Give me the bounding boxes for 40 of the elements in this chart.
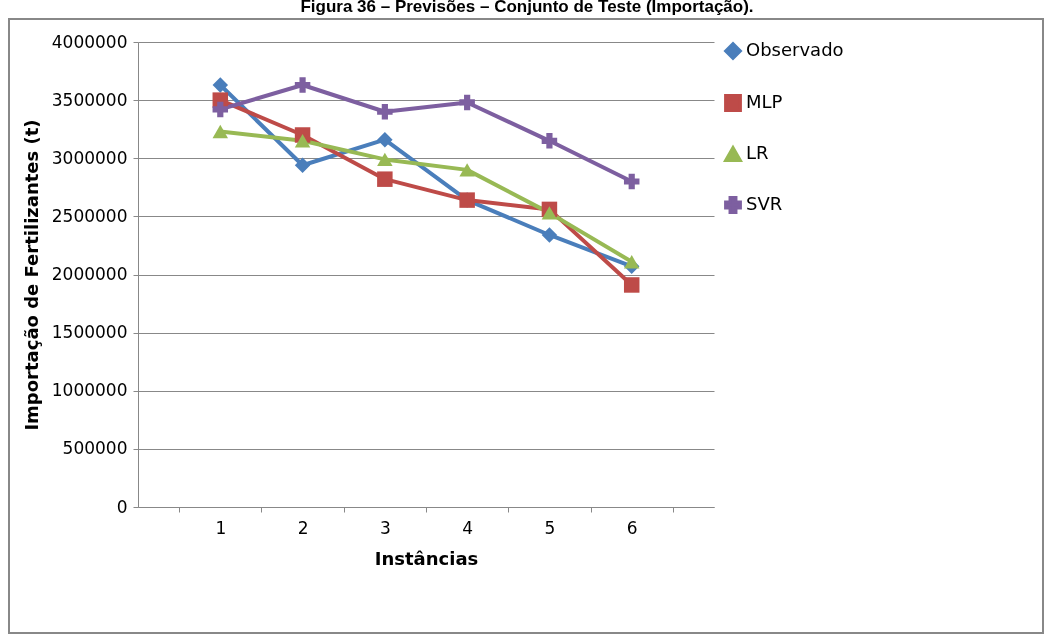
legend-label: MLP — [746, 91, 783, 112]
y-tick-label: 1500000 — [51, 322, 128, 343]
point — [459, 163, 475, 177]
y-tick-label: 3000000 — [51, 147, 128, 168]
point — [212, 77, 229, 93]
chart-title: Figura 36 – Previsões – Conjunto de Teste (Importação). — [299, 0, 755, 18]
point — [623, 277, 640, 293]
legend-label: LR — [746, 142, 769, 163]
y-tick-label: 0 — [116, 496, 128, 517]
y-tick-label: 500000 — [62, 438, 128, 459]
y-tick-label: 1000000 — [51, 380, 128, 401]
y-tick-label: 2000000 — [51, 264, 128, 284]
point — [377, 171, 393, 187]
point — [541, 133, 558, 149]
point — [623, 173, 640, 190]
point — [294, 77, 311, 93]
point — [377, 152, 393, 167]
x-axis-title: Instâncias — [374, 547, 479, 569]
point — [212, 124, 229, 139]
x-tick-label: 3 — [379, 517, 391, 538]
x-tick-label: 2 — [297, 517, 309, 538]
point — [541, 206, 558, 220]
point — [294, 157, 311, 173]
y-axis-title: Importação de Fertilizantes (t) — [20, 119, 42, 431]
point — [377, 104, 393, 120]
x-tick-label: 1 — [215, 517, 227, 538]
y-tick-label: 3500000 — [51, 89, 128, 110]
legend-label: SVR — [746, 193, 783, 214]
point — [212, 101, 229, 118]
x-tick-label: 4 — [462, 517, 474, 538]
x-tick-label: 5 — [544, 517, 556, 538]
point — [459, 94, 475, 111]
point — [294, 134, 311, 148]
y-tick-label: 2500000 — [51, 205, 128, 226]
legend-label: Observado — [746, 39, 844, 60]
point — [623, 255, 640, 269]
x-tick-label: 6 — [626, 517, 638, 538]
y-tick-label: 4000000 — [51, 31, 128, 52]
point — [377, 131, 393, 148]
point — [541, 227, 558, 243]
